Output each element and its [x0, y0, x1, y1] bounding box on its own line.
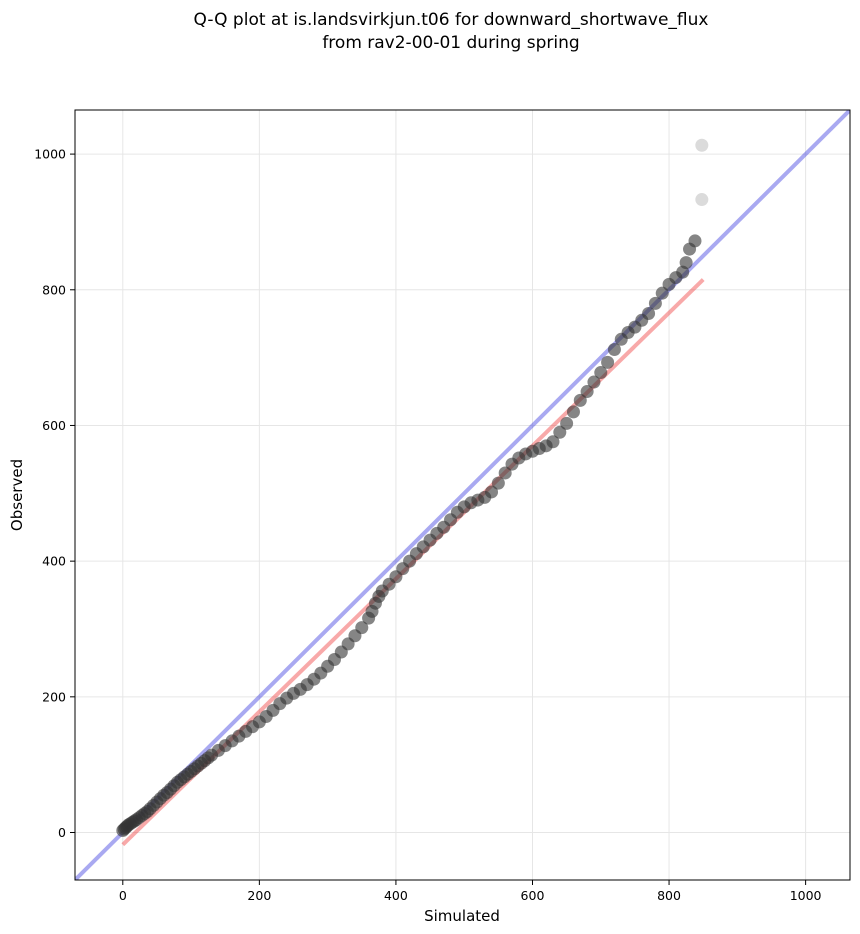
qq-point: [594, 366, 608, 380]
gridlines: [75, 110, 850, 880]
qq-point: [587, 375, 601, 389]
x-axis-label: Simulated: [424, 907, 500, 925]
chart-title-line-1: Q-Q plot at is.landsvirkjun.t06 for down…: [194, 10, 709, 30]
qq-point: [573, 393, 587, 407]
qq-point: [498, 466, 512, 480]
qq-point: [491, 476, 505, 490]
qq-point: [601, 355, 615, 369]
plot-area: [75, 110, 850, 880]
qq-point: [642, 307, 656, 321]
qq-point: [695, 193, 709, 207]
chart-title-line-2: from rav2-00-01 during spring: [322, 33, 579, 53]
qq-point: [607, 342, 621, 356]
qq-point: [355, 621, 369, 635]
y-tick-label: 1000: [34, 147, 66, 162]
y-tick-label: 800: [42, 282, 66, 297]
qq-point: [679, 256, 693, 270]
qq-point: [485, 485, 499, 499]
plot-frame: [74, 109, 851, 881]
plot-content: [75, 110, 850, 880]
y-tick-label: 0: [58, 825, 66, 840]
x-tick-label: 0: [119, 888, 127, 903]
qq-point: [695, 138, 709, 152]
qq-point: [560, 416, 574, 430]
qq-point: [648, 296, 662, 310]
one-to-one-line: [75, 110, 850, 880]
x-tick-label: 400: [384, 888, 408, 903]
axis-ticks: 0 200 400 600 800 1000 0 200 400 600 800 1000: [34, 147, 821, 903]
qq-point: [546, 435, 560, 449]
y-tick-label: 400: [42, 554, 66, 569]
qq-point: [655, 286, 669, 300]
qq-point: [566, 405, 580, 419]
y-axis-label: Observed: [8, 459, 26, 531]
y-tick-label: 600: [42, 418, 66, 433]
qq-point: [553, 425, 567, 439]
x-tick-label: 600: [521, 888, 545, 903]
qq-point: [688, 234, 702, 248]
y-tick-label: 200: [42, 689, 66, 704]
x-tick-label: 1000: [790, 888, 822, 903]
x-tick-label: 200: [247, 888, 271, 903]
x-tick-label: 800: [657, 888, 681, 903]
qq-point: [580, 385, 594, 399]
